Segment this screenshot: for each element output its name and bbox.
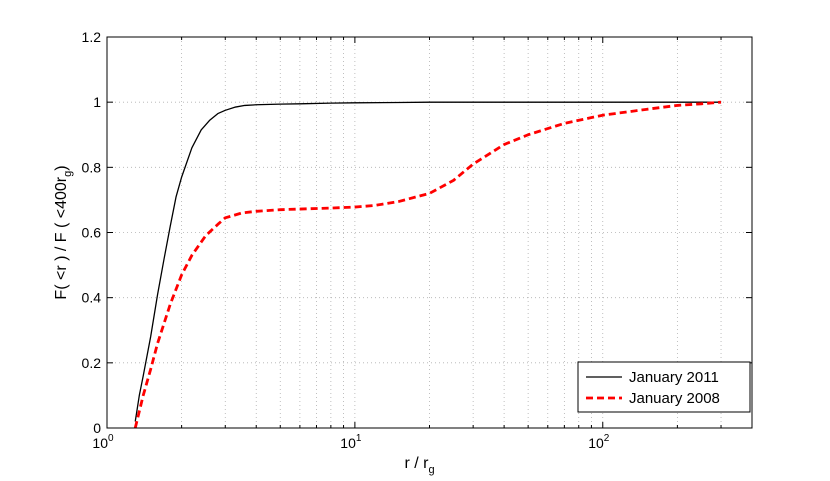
legend-label-january-2011: January 2011 (629, 369, 719, 386)
legend-label-january-2008: January 2008 (629, 390, 720, 407)
y-tick-label: 0.8 (82, 159, 102, 175)
x-tick-label-base: 10 (340, 435, 356, 451)
y-tick-label: 0.4 (82, 290, 102, 306)
y-axis-label: F( <r ) / F ( <400rg) (53, 165, 74, 299)
legend-box (577, 361, 751, 413)
x-axis-label: r / rg (404, 455, 434, 476)
series-line-january-2011 (134, 101, 722, 422)
x-tick-label-base: 10 (588, 435, 604, 451)
series-line-january-2008 (133, 100, 722, 429)
y-axis-label-sub: g (62, 171, 74, 177)
y-tick-label: 1.2 (82, 29, 102, 45)
y-tick-label: 0.2 (82, 355, 102, 371)
x-tick-label-exponent: 1 (356, 433, 362, 444)
legend: January 2011 January 2008 (577, 361, 751, 413)
y-tick-label: 0 (93, 420, 101, 436)
x-tick-label-base: 10 (92, 435, 108, 451)
y-axis-label-tail: ) (53, 165, 70, 170)
y-tick-label: 1 (93, 94, 101, 110)
series-group (133, 100, 722, 429)
x-axis-label-sub: g (428, 464, 434, 476)
x-tick-label-exponent: 0 (108, 433, 114, 444)
x-axis-label-main: r / r (404, 455, 429, 472)
x-tick-label: 101 (340, 433, 362, 451)
y-axis-label-main: F( <r ) / F ( <400r (53, 176, 70, 299)
y-tick-label: 0.6 (82, 225, 102, 241)
x-tick-label: 100 (92, 433, 114, 451)
ticks (106, 36, 753, 429)
x-tick-label-exponent: 2 (604, 433, 610, 444)
x-tick-label: 102 (588, 433, 610, 451)
